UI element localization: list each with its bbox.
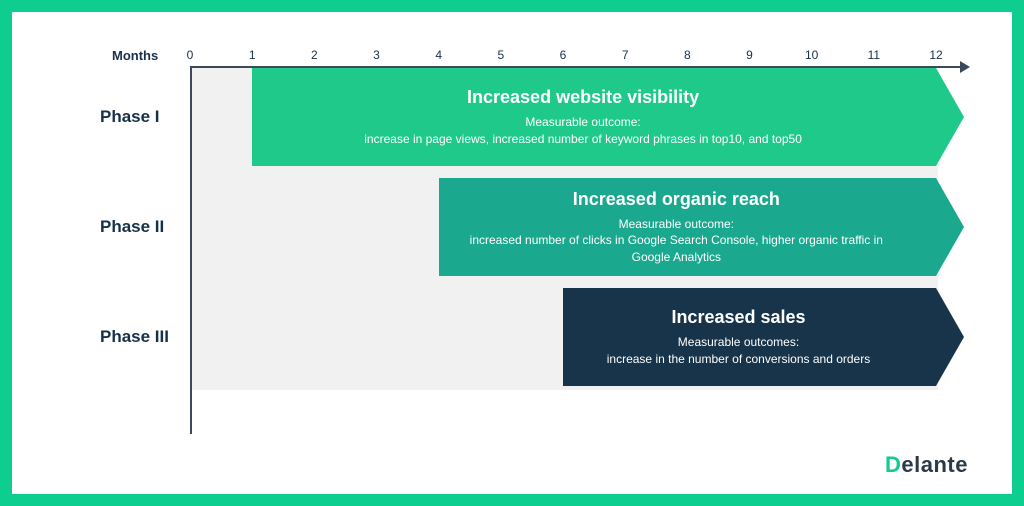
x-tick: 7 (622, 48, 629, 62)
x-tick: 9 (746, 48, 753, 62)
phase-subtitle: Measurable outcomes:increase in the numb… (607, 334, 870, 366)
logo-accent-letter: D (885, 452, 901, 477)
phase-3-bar: Increased sales Measurable outcomes:incre… (563, 288, 936, 386)
months-axis-label: Months (112, 48, 158, 63)
phase-1-bar: Increased website visibility Measurable o… (252, 68, 936, 166)
x-tick: 3 (373, 48, 380, 62)
phase-label: Phase III (100, 327, 169, 347)
x-tick: 5 (497, 48, 504, 62)
phase-subtitle: Measurable outcome:increased number of c… (453, 216, 900, 265)
x-tick: 12 (929, 48, 942, 62)
x-tick: 2 (311, 48, 318, 62)
phase-title: Increased organic reach (573, 189, 780, 210)
phase-title: Increased sales (671, 307, 805, 328)
x-tick: 4 (435, 48, 442, 62)
phase-subtitle: Measurable outcome:increase in page view… (364, 114, 802, 146)
logo-rest: elante (901, 452, 968, 477)
phase-label: Phase I (100, 107, 160, 127)
phase-2-bar: Increased organic reach Measurable outcom… (439, 178, 936, 276)
chart-area: Months 0123456789101112Increased website… (60, 52, 964, 434)
phase-title: Increased website visibility (467, 87, 699, 108)
brand-logo: Delante (885, 452, 968, 478)
x-tick: 0 (187, 48, 194, 62)
x-tick: 11 (868, 48, 880, 62)
x-tick: 10 (805, 48, 818, 62)
phase-label: Phase II (100, 217, 164, 237)
x-tick: 6 (560, 48, 567, 62)
timeline: 0123456789101112Increased website visibi… (190, 52, 964, 434)
x-tick: 8 (684, 48, 691, 62)
frame: Months 0123456789101112Increased website… (0, 0, 1024, 506)
x-tick: 1 (249, 48, 256, 62)
